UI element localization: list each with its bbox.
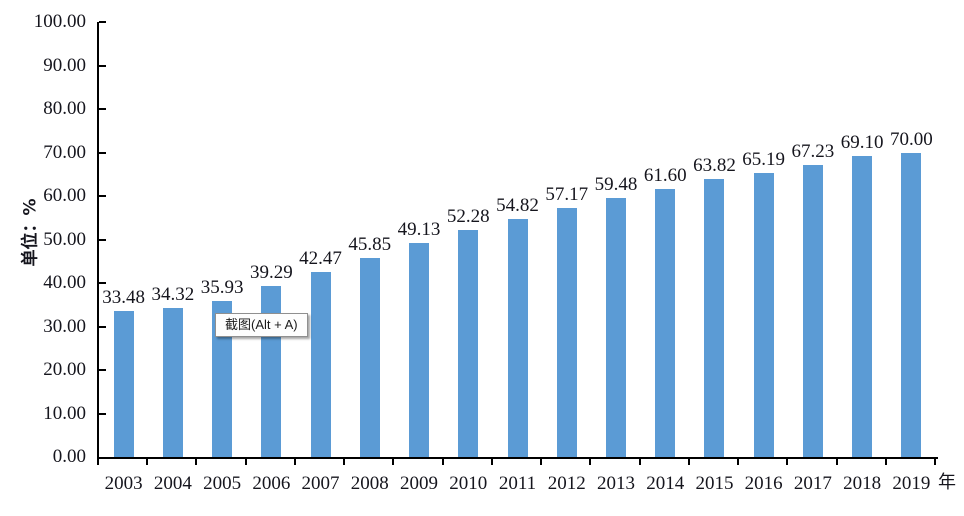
bar-2015 xyxy=(704,179,725,457)
y-axis-tick xyxy=(99,282,106,284)
bar-2007 xyxy=(310,272,331,457)
x-axis-tick xyxy=(638,459,641,465)
y-axis-tick xyxy=(99,151,106,154)
x-axis-category-2014: 2014 xyxy=(646,473,685,494)
x-axis-category-2013: 2013 xyxy=(596,473,635,494)
x-axis-category-2017: 2017 xyxy=(793,473,832,494)
x-axis-tick xyxy=(589,459,592,465)
x-axis-tick xyxy=(195,459,198,465)
bar-value-label-2008: 45.85 xyxy=(348,233,392,255)
x-axis-tick xyxy=(293,459,296,465)
x-axis-unit-label: 年 xyxy=(938,472,956,493)
y-axis-tick xyxy=(99,108,106,110)
x-axis-tick xyxy=(737,459,740,465)
bar-value-label-2007: 42.47 xyxy=(299,248,342,270)
y-axis-tick xyxy=(99,64,106,67)
x-axis-tick xyxy=(884,459,887,465)
y-axis-tick-label: 60.00 xyxy=(43,185,86,206)
x-axis-category-2005: 2005 xyxy=(203,473,242,494)
x-axis-category-2011: 2011 xyxy=(498,473,537,494)
y-axis-tick-label: 20.00 xyxy=(43,359,86,380)
x-axis-category-2009: 2009 xyxy=(400,473,439,494)
y-axis-line xyxy=(97,22,99,459)
y-axis-tick xyxy=(99,369,106,371)
y-axis-tick-label: 90.00 xyxy=(43,54,86,76)
x-axis-category-2004: 2004 xyxy=(153,473,192,494)
bar-value-label-2018: 69.10 xyxy=(840,132,884,154)
bar-2006 xyxy=(261,286,282,457)
bar-2009 xyxy=(409,243,430,457)
y-axis-tick-label: 30.00 xyxy=(43,315,86,337)
bar-value-label-2017: 67.23 xyxy=(791,140,835,162)
x-axis-category-2015: 2015 xyxy=(695,473,734,494)
x-axis-category-2012: 2012 xyxy=(547,473,586,494)
bar-2018 xyxy=(852,156,873,457)
y-axis-tick-label: 40.00 xyxy=(43,272,86,293)
y-axis-tick-label: 0.00 xyxy=(52,446,86,467)
x-axis-category-2016: 2016 xyxy=(744,473,783,494)
x-axis-tick xyxy=(392,459,395,465)
y-axis-tick xyxy=(99,21,106,23)
x-axis-category-2019: 2019 xyxy=(892,473,931,494)
bar-2008 xyxy=(359,257,380,457)
x-axis-category-2010: 2010 xyxy=(449,473,488,494)
bar-2010 xyxy=(458,229,479,457)
bar-value-label-2006: 39.29 xyxy=(249,262,293,284)
bar-value-label-2003: 33.48 xyxy=(102,287,145,309)
x-axis-tick xyxy=(343,459,346,465)
x-axis-tick xyxy=(934,459,936,465)
bar-2019 xyxy=(901,152,922,457)
x-axis-tick xyxy=(786,459,789,465)
x-axis-category-2006: 2006 xyxy=(252,473,291,494)
y-axis-tick xyxy=(99,325,106,328)
bar-value-label-2015: 63.82 xyxy=(693,155,736,177)
x-axis-tick xyxy=(244,459,247,465)
bar-2014 xyxy=(655,189,676,457)
bar-value-label-2012: 57.17 xyxy=(545,184,589,206)
x-axis-tick xyxy=(540,459,543,465)
bar-2005 xyxy=(212,300,233,457)
bar-value-label-2014: 61.60 xyxy=(643,165,687,187)
bar-2012 xyxy=(556,208,577,457)
y-axis-tick xyxy=(99,238,106,241)
y-axis-tick-label: 70.00 xyxy=(43,141,86,163)
x-axis-tick xyxy=(441,459,444,465)
x-axis-category-2007: 2007 xyxy=(301,473,340,494)
x-axis-tick xyxy=(97,459,99,465)
bar-value-label-2010: 52.28 xyxy=(446,205,490,227)
x-axis-line xyxy=(97,457,938,459)
x-axis-tick xyxy=(146,459,149,465)
bar-2017 xyxy=(802,164,823,457)
x-axis-tick xyxy=(687,459,690,465)
y-axis-tick xyxy=(99,195,106,197)
y-axis-tick-label: 10.00 xyxy=(43,402,86,424)
bar-value-label-2011: 54.82 xyxy=(496,194,539,216)
bar-value-label-2019: 70.00 xyxy=(890,128,933,150)
bar-value-label-2009: 49.13 xyxy=(397,219,441,241)
y-axis-tick-label: 50.00 xyxy=(43,228,86,250)
bar-value-label-2016: 65.19 xyxy=(742,149,786,171)
bar-2011 xyxy=(507,218,528,457)
x-axis-category-2008: 2008 xyxy=(350,473,389,494)
bar-2003 xyxy=(113,311,134,457)
x-axis-tick xyxy=(490,459,493,465)
y-axis-tick-label: 80.00 xyxy=(43,98,86,119)
bar-value-label-2004: 34.32 xyxy=(151,283,195,305)
x-axis-category-2003: 2003 xyxy=(104,473,143,494)
screenshot-tooltip: 截图(Alt + A) xyxy=(215,313,308,337)
x-axis-category-2018: 2018 xyxy=(843,473,882,494)
bar-value-label-2013: 59.48 xyxy=(594,174,638,196)
x-axis-tick xyxy=(835,459,838,465)
bar-value-label-2005: 35.93 xyxy=(200,276,244,298)
bar-2016 xyxy=(753,173,774,457)
y-axis-tick xyxy=(99,412,106,415)
bar-2004 xyxy=(162,307,183,457)
y-axis-tick-label: 100.00 xyxy=(33,11,86,32)
bar-2013 xyxy=(605,198,626,457)
